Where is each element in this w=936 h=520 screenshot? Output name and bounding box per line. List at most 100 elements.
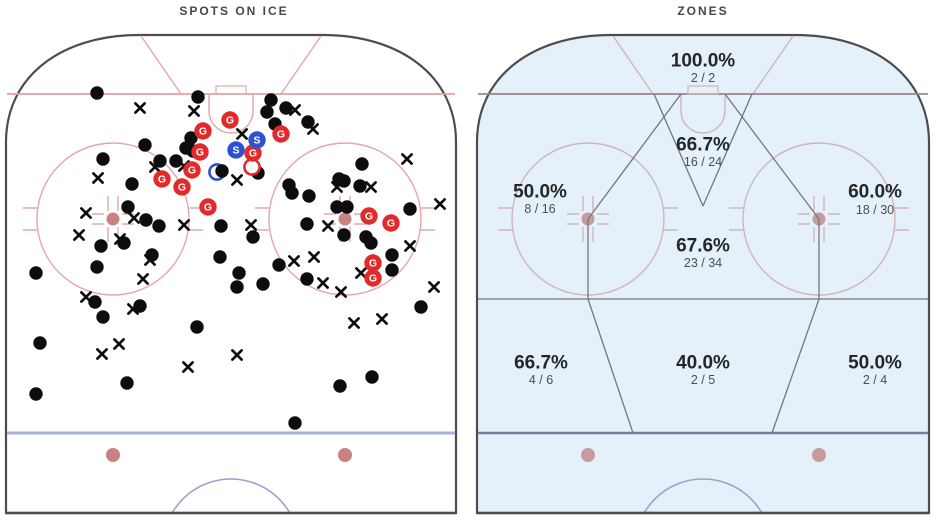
missed-shot-x-marker (144, 254, 156, 266)
missed-shot-x-marker (376, 313, 388, 325)
shot-dot-marker (213, 250, 227, 264)
shot-dot-marker (246, 230, 260, 244)
missed-shot-x-marker (137, 273, 149, 285)
goal-marker: G (360, 207, 378, 225)
missed-shot-x-marker (134, 102, 146, 114)
goal-marker-circle (191, 143, 209, 161)
zones-rink (475, 33, 931, 515)
missed-shot-x-marker (188, 105, 200, 117)
shot-dot-marker (232, 266, 246, 280)
goal-marker: G (272, 125, 290, 143)
zone-boundary-line (653, 93, 704, 207)
missed-shot-x-marker (289, 104, 301, 116)
missed-shot-x-marker (231, 349, 243, 361)
save-marker-letter: S (232, 145, 239, 157)
hash-marks (23, 196, 203, 242)
shot-dot-marker (139, 213, 153, 227)
faceoff-dot (338, 212, 352, 226)
missed-shot-x-marker (114, 233, 126, 245)
zone-boundary-line (587, 93, 682, 220)
goal-marker: G (194, 122, 212, 140)
shot-dot-marker (353, 179, 367, 193)
shot-dot-marker (365, 370, 379, 384)
zone-fraction-label-behind-net: 2 / 2 (691, 71, 715, 85)
missed-shot-x-marker (308, 251, 320, 263)
missed-shot-x-marker (96, 348, 108, 360)
shot-dot-marker (355, 157, 369, 171)
missed-shot-x-marker (128, 212, 140, 224)
shot-dot-marker (96, 152, 110, 166)
goal-marker: G (153, 170, 171, 188)
shot-dot-marker (272, 258, 286, 272)
zone-fraction-label-right-circle: 18 / 30 (856, 203, 894, 217)
shot-dot-marker (191, 90, 205, 104)
zone-fraction-label-mid-slot: 23 / 34 (684, 256, 722, 270)
missed-shot-x-marker (434, 198, 446, 210)
shot-dot-marker (138, 138, 152, 152)
goal-crease (680, 94, 726, 134)
shot-dot-marker (94, 239, 108, 253)
goal-marker: G (191, 143, 209, 161)
zone-fraction-label-center-point: 2 / 5 (691, 373, 715, 387)
goal-marker-circle (183, 161, 201, 179)
zone-pct-label-left-point: 66.7% (514, 353, 568, 374)
neutral-faceoff-dot (812, 448, 826, 462)
missed-shot-x-marker (92, 172, 104, 184)
zone-boundary-line (724, 93, 820, 220)
neutral-faceoff-dot (581, 448, 595, 462)
zone-pct-label-right-point: 50.0% (848, 353, 902, 374)
missed-shot-x-marker (178, 219, 190, 231)
missed-shot-x-marker (322, 220, 334, 232)
goal-marker-circle (364, 254, 382, 272)
zones-panel-title: ZONES (677, 4, 728, 18)
zone-pct-label-center-point: 40.0% (676, 353, 730, 374)
zone-boundary-line (702, 93, 753, 207)
goal-marker-circle (153, 170, 171, 188)
zone-fraction-label-left-point: 4 / 6 (529, 373, 553, 387)
missed-shot-x-marker (231, 174, 243, 186)
shot-dot-marker (88, 295, 102, 309)
shot-dot-marker (385, 248, 399, 262)
center-ice-circle (162, 478, 300, 513)
red-ring-marker (243, 158, 261, 176)
goal-marker-letter: G (226, 115, 234, 127)
goal-net (687, 85, 719, 95)
shot-dot-marker (184, 131, 198, 145)
shot-dot-marker (256, 277, 270, 291)
goal-marker-circle (221, 111, 239, 129)
shot-dot-marker (414, 300, 428, 314)
goal-marker: G (382, 214, 400, 232)
zone-pct-label-high-slot: 66.7% (676, 135, 730, 156)
zone-fraction-label-high-slot: 16 / 24 (684, 155, 722, 169)
shot-dot-marker (333, 379, 347, 393)
shot-dot-marker (125, 177, 139, 191)
shot-dot-marker (90, 86, 104, 100)
neutral-faceoff-dot (106, 448, 120, 462)
goal-marker-letter: G (249, 148, 257, 160)
goal-marker-letter: G (277, 129, 285, 141)
save-marker: S (227, 141, 245, 159)
shot-dot-marker (285, 186, 299, 200)
zone-pct-label-behind-net: 100.0% (671, 51, 736, 72)
shot-dot-marker (301, 115, 315, 129)
missed-shot-x-marker (73, 229, 85, 241)
shot-dot-marker (90, 260, 104, 274)
save-marker: S (248, 131, 266, 149)
goal-marker-letter: G (178, 182, 186, 194)
missed-shot-x-marker (245, 219, 257, 231)
zone-pct-label-mid-slot: 67.6% (676, 236, 730, 257)
zone-fraction-label-right-point: 2 / 4 (863, 373, 887, 387)
zone-boundary-line (771, 298, 820, 434)
shot-dot-marker (364, 236, 378, 250)
goal-marker-letter: G (365, 211, 373, 223)
goal-marker-circle (364, 269, 382, 287)
shot-dot-marker (385, 263, 399, 277)
goal-marker: G (364, 254, 382, 272)
shot-dot-marker (403, 202, 417, 216)
zone-pct-label-left-circle: 50.0% (513, 182, 567, 203)
shot-dot-marker (300, 272, 314, 286)
goal-marker-letter: G (188, 165, 196, 177)
